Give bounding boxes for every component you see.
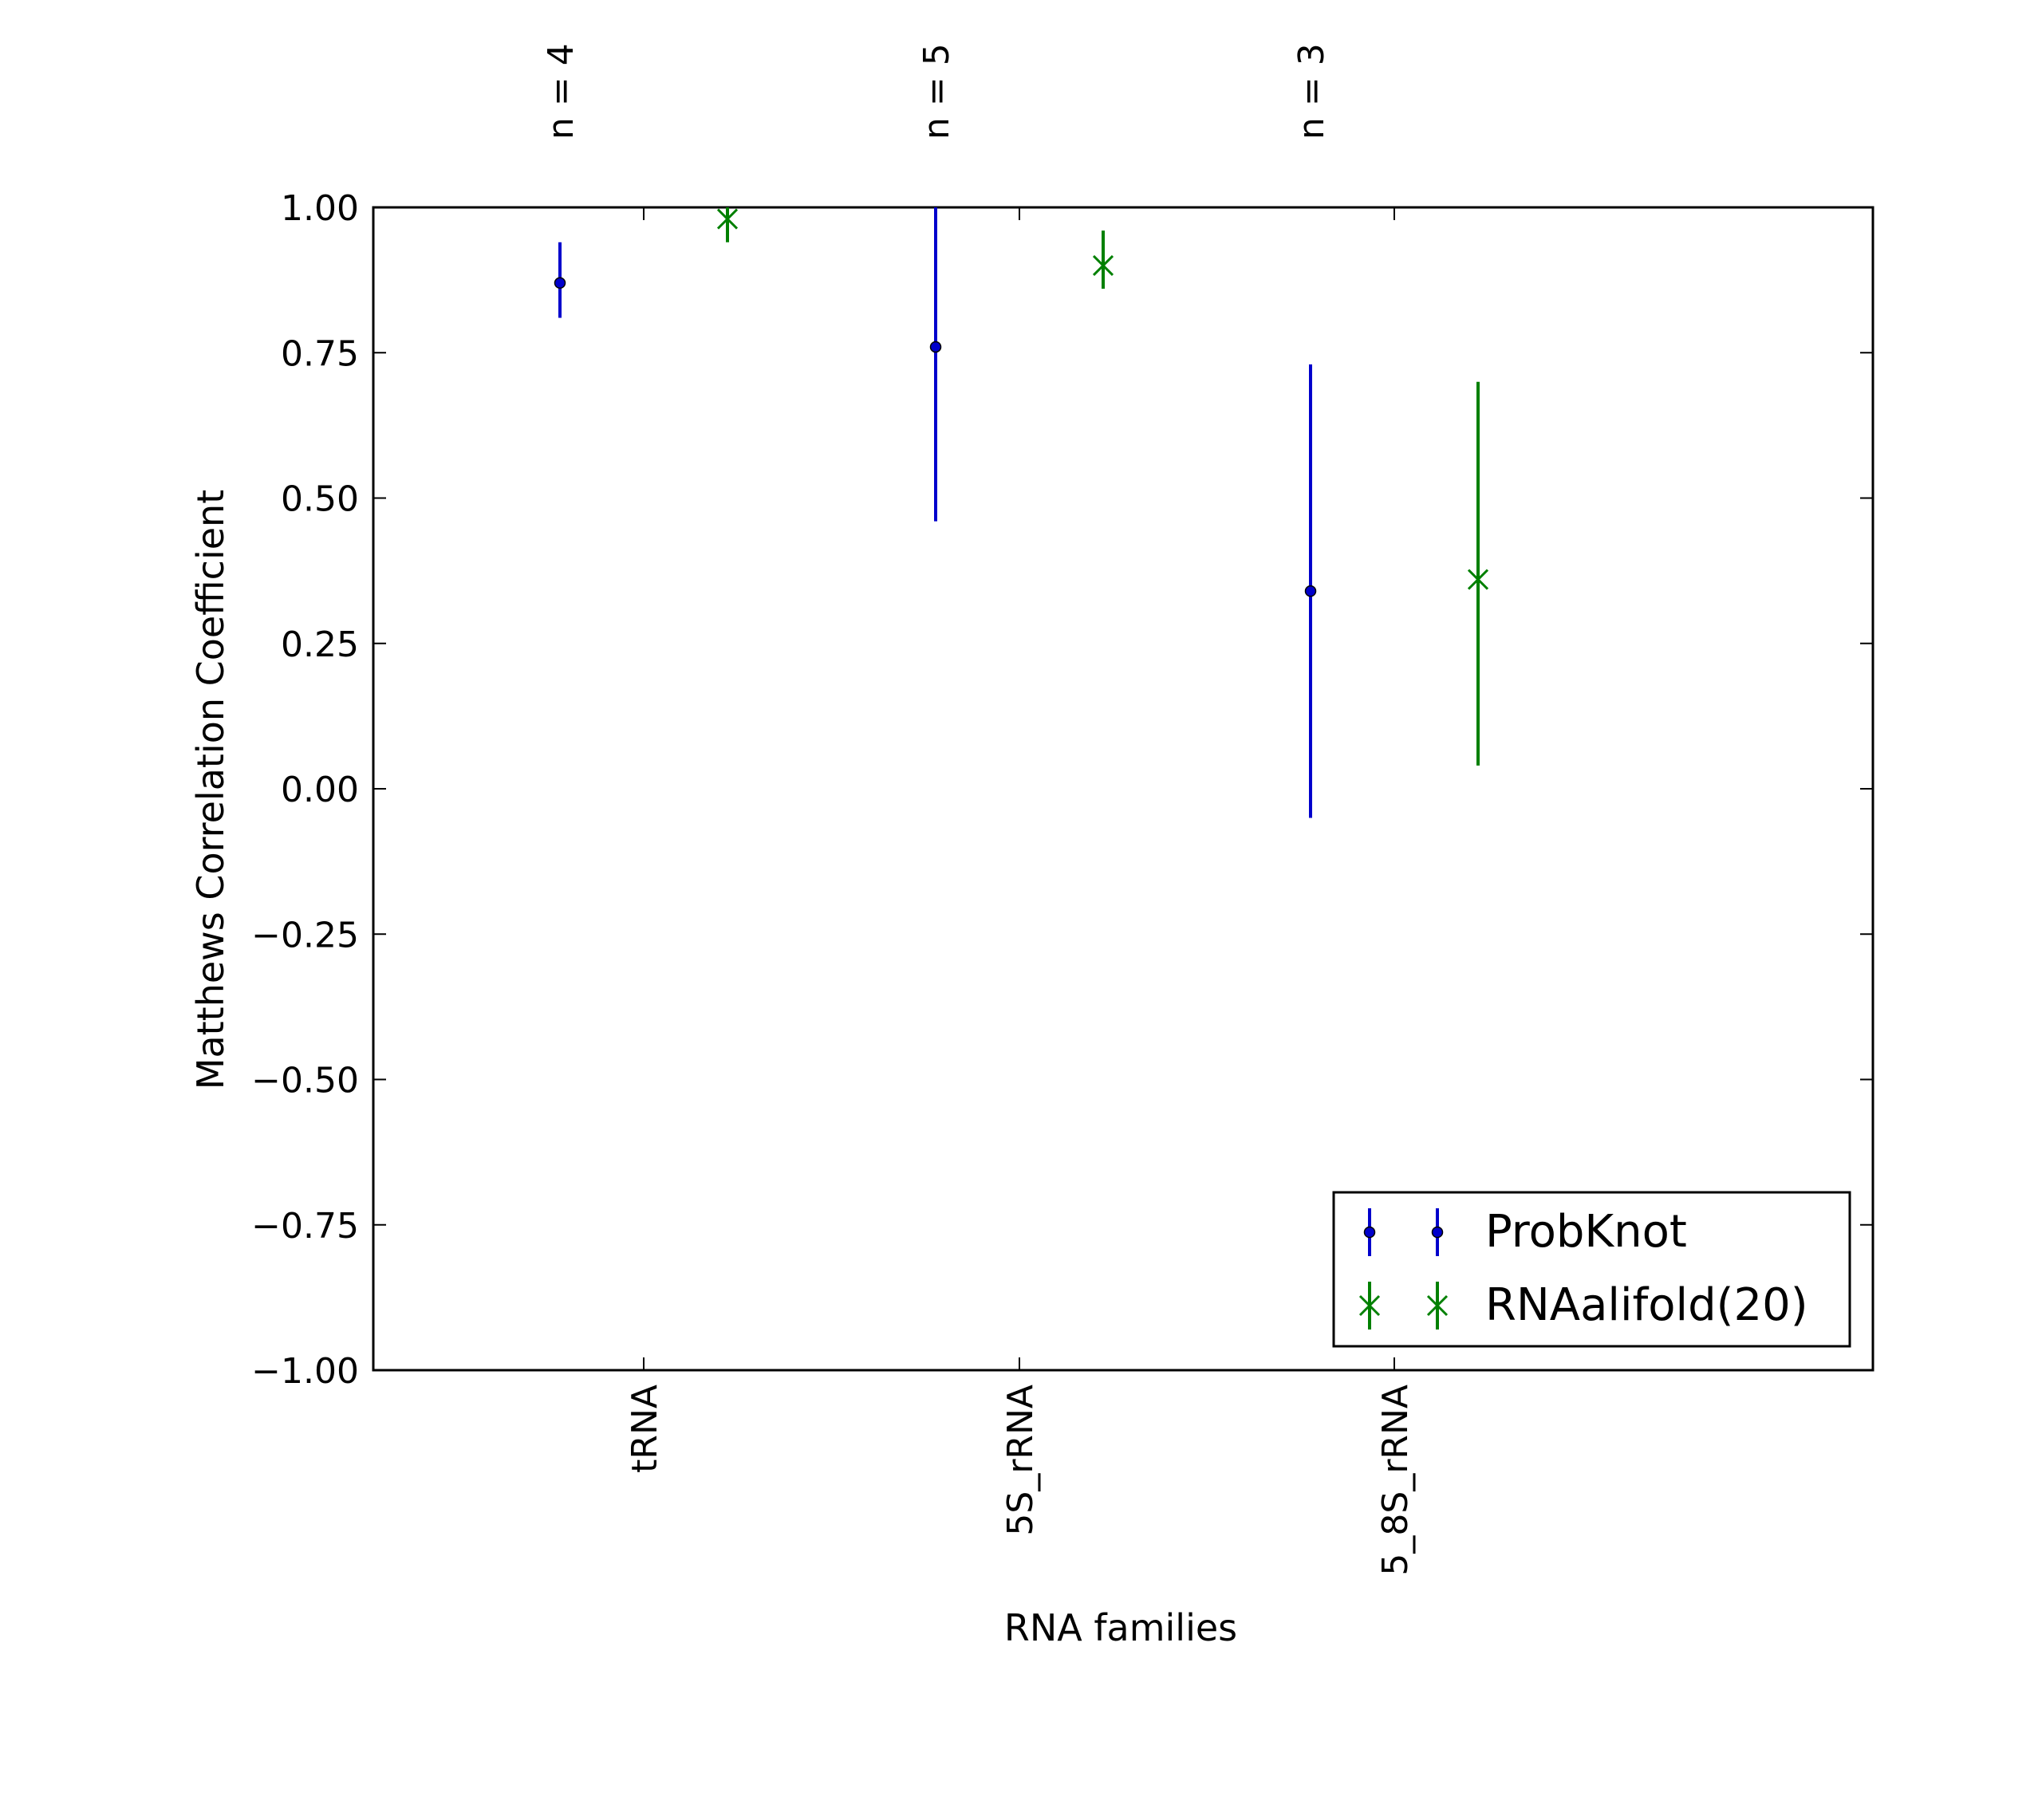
series-rnaalifold xyxy=(716,207,1489,766)
sample-count-labels: n = 4 n = 5 n = 3 xyxy=(541,43,1332,140)
y-axis-label: Matthews Correlation Coefficient xyxy=(189,490,232,1090)
legend-marker xyxy=(1431,1226,1444,1239)
y-tick-label: −0.25 xyxy=(251,915,359,955)
legend-entry-rnaalifold xyxy=(1358,1282,1449,1330)
legend-marker xyxy=(1426,1294,1449,1317)
y-tick-label: −0.50 xyxy=(251,1061,359,1101)
y-axis-ticks: 1.00 0.75 0.50 0.25 0.00 −0.25 −0.50 −0.75 −1.00 xyxy=(251,188,1873,1392)
x-tick-label: 5S_rRNA xyxy=(1000,1385,1041,1536)
data-point xyxy=(1467,569,1489,590)
data-point xyxy=(1092,254,1114,276)
y-tick-label: −0.75 xyxy=(251,1206,359,1247)
legend-box xyxy=(1332,1191,1851,1348)
x-axis-ticks: tRNA 5S_rRNA 5_8S_rRNA xyxy=(625,207,1416,1576)
legend-marker xyxy=(1358,1294,1381,1317)
sample-count-label: n = 3 xyxy=(1291,43,1332,140)
y-tick-label: 0.75 xyxy=(281,333,359,374)
y-tick-label: 0.00 xyxy=(281,770,359,810)
legend: ProbKnot RNAalifold(20) xyxy=(1332,1191,1851,1348)
sample-count-label: n = 5 xyxy=(917,43,957,140)
x-tick-label: 5_8S_rRNA xyxy=(1375,1385,1416,1576)
legend-label-rnaalifold: RNAalifold(20) xyxy=(1485,1279,1808,1331)
x-tick-label: tRNA xyxy=(625,1385,665,1473)
series-probknot xyxy=(554,207,1317,818)
data-series xyxy=(554,207,1489,818)
y-tick-label: 1.00 xyxy=(281,188,359,229)
data-point xyxy=(554,277,566,290)
legend-entry-probknot xyxy=(1363,1208,1444,1256)
data-point xyxy=(1304,585,1317,597)
legend-marker xyxy=(1363,1226,1376,1239)
sample-count-label: n = 4 xyxy=(541,43,581,140)
y-tick-label: 0.25 xyxy=(281,624,359,665)
data-point xyxy=(929,341,942,353)
data-point xyxy=(716,208,739,230)
y-tick-label: 0.50 xyxy=(281,479,359,520)
x-axis-label: RNA families xyxy=(1004,1606,1237,1649)
legend-label-probknot: ProbKnot xyxy=(1485,1206,1687,1258)
y-tick-label: −1.00 xyxy=(251,1351,359,1392)
